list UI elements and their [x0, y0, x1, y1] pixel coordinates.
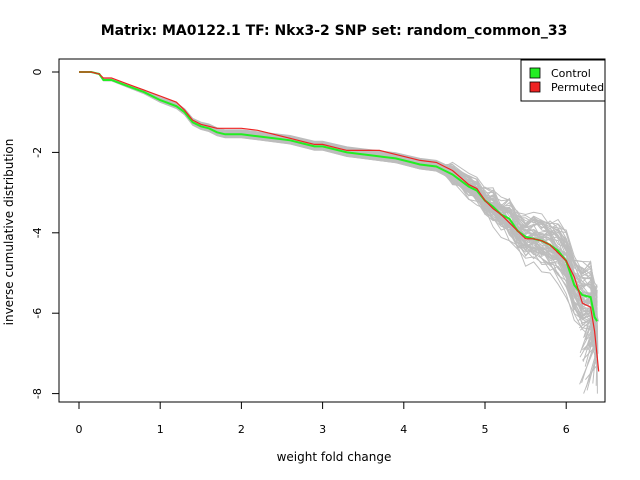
background-line: [79, 71, 598, 340]
background-line: [79, 71, 598, 312]
y-axis-label: inverse cumulative distribution: [2, 139, 16, 326]
series-line-control: [79, 71, 598, 322]
y-tick-label: -6: [31, 308, 44, 319]
background-line: [79, 71, 598, 329]
background-line: [79, 71, 598, 339]
x-tick-label: 5: [482, 423, 489, 436]
background-line: [79, 71, 598, 348]
plot-frame: [58, 58, 606, 403]
background-line: [78, 71, 598, 351]
background-line: [78, 71, 598, 325]
background-line: [78, 71, 598, 297]
background-line: [78, 71, 598, 330]
background-line: [78, 71, 598, 333]
background-line: [78, 71, 598, 351]
background-line: [79, 71, 598, 322]
x-axis-label: weight fold change: [277, 450, 392, 464]
background-line: [78, 71, 598, 348]
x-tick-label: 3: [319, 423, 326, 436]
background-line: [78, 71, 598, 327]
background-line: [79, 71, 598, 344]
background-line: [78, 71, 598, 336]
background-line: [79, 71, 598, 309]
background-line: [79, 71, 598, 325]
background-line: [79, 71, 598, 331]
background-line: [79, 71, 598, 381]
background-line: [79, 71, 598, 314]
background-line: [79, 71, 598, 339]
background-line: [78, 71, 598, 349]
background-line: [79, 71, 599, 325]
x-tick-label: 0: [76, 423, 83, 436]
x-tick-label: 4: [400, 423, 407, 436]
background-line: [79, 71, 598, 306]
background-line: [79, 71, 598, 329]
background-line: [79, 71, 598, 364]
legend-swatch-control: [529, 67, 541, 79]
background-line: [79, 71, 598, 328]
background-line: [79, 71, 598, 338]
background-line: [78, 71, 599, 369]
x-tick-label: 2: [238, 423, 245, 436]
legend-label-control: Control: [551, 67, 591, 80]
background-line: [79, 71, 598, 311]
y-tick-label: 0: [31, 69, 44, 76]
background-line: [79, 71, 598, 347]
y-tick-label: -2: [31, 147, 44, 158]
background-line: [79, 71, 598, 343]
background-line: [78, 71, 598, 351]
series-line-permuted: [79, 71, 600, 372]
background-line: [78, 71, 598, 353]
background-line: [78, 71, 598, 331]
x-tick-label: 6: [563, 423, 570, 436]
background-line: [78, 71, 598, 354]
background-line: [79, 71, 598, 341]
legend-box: [520, 59, 606, 102]
y-tick-label: -8: [31, 388, 44, 399]
background-line: [78, 71, 599, 307]
x-axis: 0 1 2 3 4 5 6: [76, 401, 570, 436]
y-tick-label: -4: [31, 227, 44, 238]
background-line: [79, 71, 598, 350]
legend: Control Permuted: [520, 59, 606, 102]
background-line: [79, 71, 598, 348]
chart-title: Matrix: MA0122.1 TF: Nkx3-2 SNP set: ran…: [101, 23, 568, 39]
background-line: [79, 71, 598, 312]
legend-label-permuted: Permuted: [551, 81, 604, 94]
background-line: [78, 71, 598, 385]
y-axis: 0 -2 -4 -6 -8: [31, 69, 60, 399]
x-tick-label: 1: [157, 423, 164, 436]
background-line: [79, 71, 598, 313]
legend-swatch-permuted: [529, 81, 541, 93]
background-line: [79, 71, 598, 339]
series-lines: [79, 71, 600, 372]
